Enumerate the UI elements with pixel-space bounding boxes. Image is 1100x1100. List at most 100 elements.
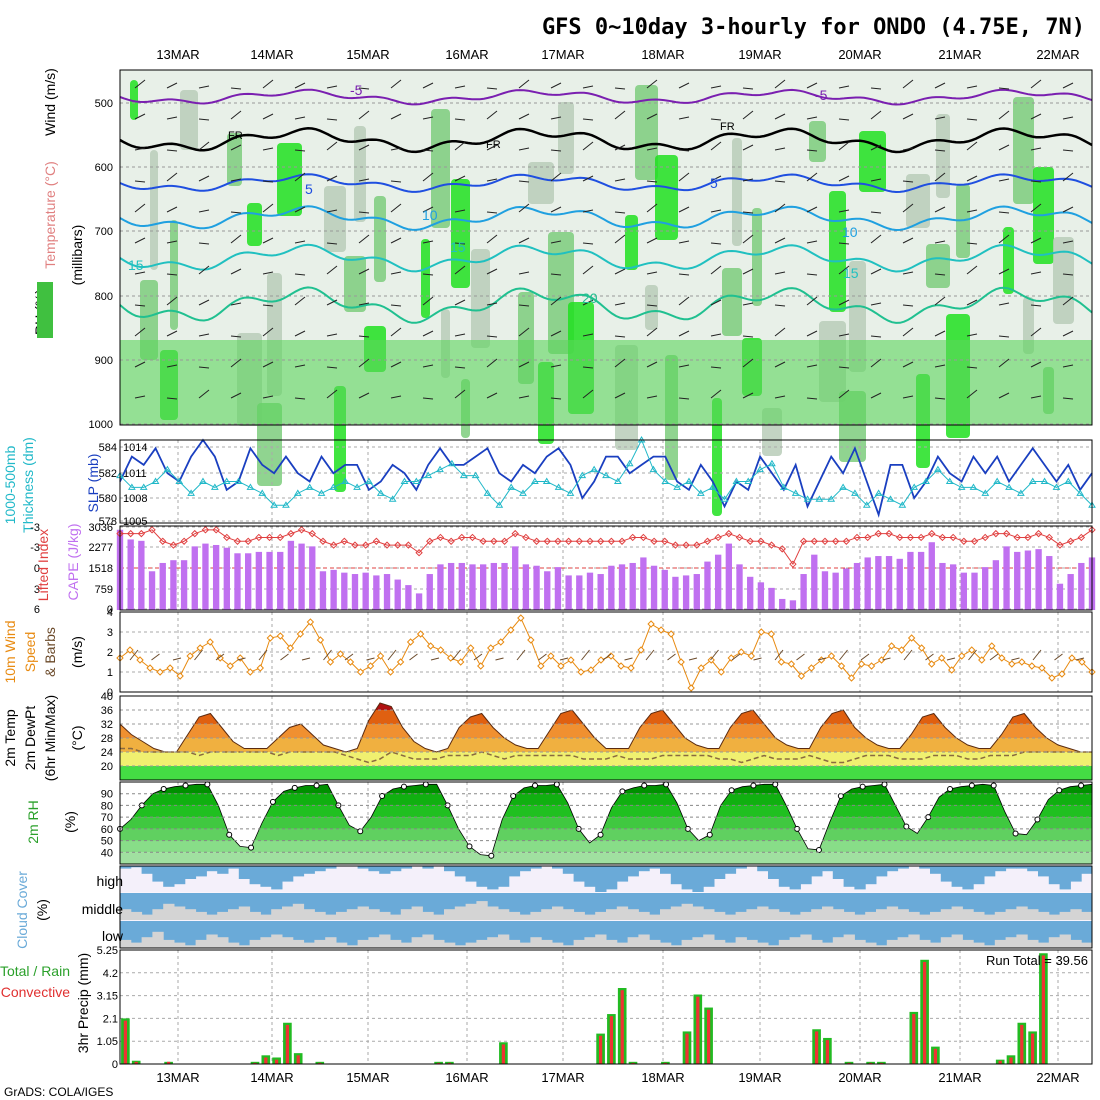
contour-label: 15 — [450, 239, 466, 255]
li-marker — [628, 533, 637, 542]
wind-barb — [1030, 327, 1042, 337]
wind-barb — [486, 178, 498, 182]
cape-bar — [544, 571, 551, 610]
cloud-low-bar — [498, 934, 510, 948]
thickness-tick: 578 — [99, 516, 117, 528]
li-marker — [917, 533, 925, 542]
wind-barb — [166, 206, 178, 213]
li-marker — [703, 537, 712, 545]
rh-tick: 60 — [101, 824, 113, 836]
li-marker — [159, 537, 167, 545]
cloud-low-bar — [292, 939, 305, 948]
cloud-band — [120, 921, 1093, 948]
cloud-low-bar — [368, 937, 380, 948]
wind-speed-marker — [276, 632, 285, 640]
cape-bar — [650, 565, 658, 610]
cloud-high-bar — [238, 866, 251, 879]
wind-barb — [710, 209, 722, 213]
wind-barb — [806, 149, 818, 152]
cloud-low-bar — [1005, 937, 1017, 948]
cloud-high-bar — [1059, 866, 1071, 890]
panel-frame — [119, 865, 1093, 949]
cloud-middle-bar — [487, 906, 499, 920]
wind-speed-marker — [677, 658, 685, 666]
cloud-middle-bar — [908, 911, 920, 920]
cape-bar — [148, 571, 156, 610]
cape-bar — [949, 564, 957, 610]
li-marker — [821, 537, 829, 545]
wind-speed-marker — [436, 646, 445, 654]
cloud-middle-bar — [163, 903, 175, 920]
wind10-label: 10m Wind — [2, 620, 18, 683]
wind-barb — [646, 271, 658, 275]
total-rain-label: Total / Rain — [0, 963, 70, 979]
cape-tick: 759 — [95, 584, 113, 596]
cloud-middle-bar — [195, 911, 207, 920]
wind-speed-marker — [767, 630, 776, 638]
thickness-tick: 582 — [99, 468, 117, 480]
rh-tick: 40 — [101, 847, 113, 859]
cloud-middle-bar — [238, 906, 251, 920]
cape-bar — [223, 547, 230, 610]
wind-barb — [422, 172, 434, 182]
cloud-high-bar — [519, 866, 531, 872]
wind-barb — [966, 265, 978, 275]
cloud-low-bar — [692, 937, 704, 948]
wind-barb — [366, 657, 375, 661]
wind-speed-marker — [577, 668, 585, 676]
li-marker — [992, 529, 1000, 538]
li-marker — [169, 541, 178, 549]
contour-label: 15 — [128, 257, 144, 273]
cloud-high-bar — [876, 866, 888, 877]
wind-barb — [678, 330, 690, 337]
wind-speed-marker — [968, 646, 976, 654]
cloud-low-bar — [433, 939, 445, 948]
wind-barb — [166, 82, 178, 89]
rh-tick: 90 — [101, 789, 113, 801]
cloud-high-label: high — [97, 873, 123, 889]
bottom-date-axis: 13MAR 14MAR 15MAR 16MAR 17MAR 18MAR 19MAR 20MAR… — [156, 1070, 1079, 1085]
wind-barb — [966, 209, 978, 213]
wind-barb — [838, 299, 850, 306]
rh-marker — [597, 831, 604, 838]
cloud-low-bar — [973, 942, 985, 948]
wind-barb — [934, 172, 946, 182]
wind-barb — [518, 327, 530, 337]
wind-barb — [667, 653, 676, 661]
cloud-high-bar — [757, 866, 769, 872]
cloud-high-bar — [217, 866, 229, 874]
cloud-middle-bar — [649, 914, 661, 920]
cloud-middle-bar — [390, 914, 402, 920]
cape-bar — [1056, 583, 1064, 610]
temp-tick: 28 — [101, 733, 113, 745]
thickness-marker — [566, 489, 575, 496]
precip-conv-bar — [868, 1062, 873, 1064]
cape-bar — [255, 551, 263, 610]
cloud-low-bar — [746, 939, 758, 948]
wind-barb — [646, 361, 658, 368]
wind-barb — [678, 240, 690, 244]
wind-speed-marker — [176, 672, 184, 680]
wind-barb — [486, 268, 498, 275]
cape-bar — [821, 571, 829, 610]
wind-barb — [966, 118, 978, 121]
thickness-marker — [1052, 483, 1061, 490]
cloud-high-bar — [843, 866, 855, 887]
wind-barb — [134, 304, 146, 307]
wind-barb — [966, 85, 978, 89]
cloud-low-bar — [487, 937, 499, 948]
cloud-low-bar — [1081, 942, 1093, 948]
thickness-marker — [554, 483, 563, 490]
cloud-unit-label: (%) — [34, 899, 50, 921]
cloud-low-bar — [908, 934, 920, 948]
wind-speed-marker — [978, 656, 986, 664]
precip-conv-bar — [253, 1062, 257, 1064]
cloud-high-bar — [854, 866, 866, 890]
wind-barb — [166, 149, 178, 152]
rh-marker — [837, 793, 844, 800]
thickness-marker — [365, 477, 373, 484]
wind-speed-marker — [306, 618, 315, 626]
li-marker — [960, 537, 968, 545]
wind-speed-marker — [286, 644, 295, 652]
